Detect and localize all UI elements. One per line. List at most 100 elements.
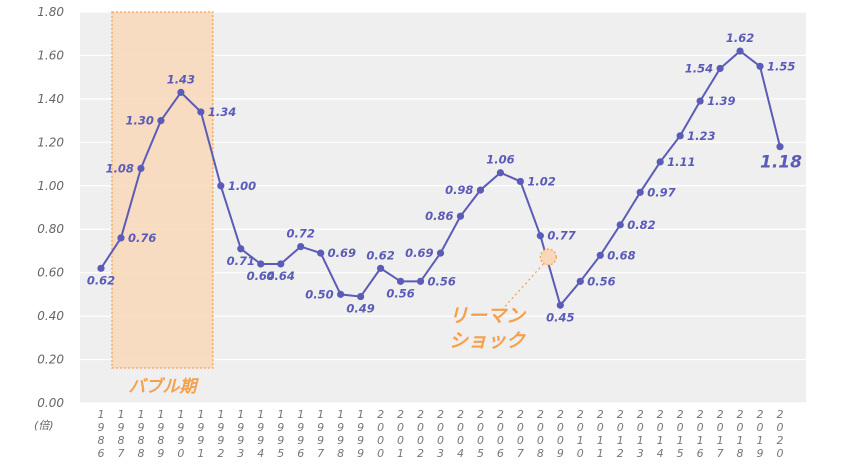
data-label: 0.77 xyxy=(547,229,575,243)
data-point xyxy=(616,221,624,229)
data-label: 0.98 xyxy=(445,183,473,197)
data-label: 0.86 xyxy=(425,209,453,223)
data-point xyxy=(436,249,445,257)
data-label: 1.06 xyxy=(486,153,514,167)
data-label: 0.56 xyxy=(386,286,414,300)
y-axis-ticks: 0.00 0.20 0.40 0.60 0.80 1.00 1.20 1.40 1.60 1.80 xyxy=(37,5,64,410)
data-label: 1.43 xyxy=(167,72,195,86)
data-label: 1.54 xyxy=(685,61,713,75)
data-point xyxy=(496,169,505,177)
data-label: 0.97 xyxy=(647,185,675,199)
data-labels: 0.620.761.081.301.431.341.000.710.640.64… xyxy=(87,31,802,324)
data-point xyxy=(456,212,465,220)
data-label: 1.08 xyxy=(106,161,134,175)
data-label: 0.69 xyxy=(405,246,433,260)
data-point xyxy=(416,277,425,285)
data-label: 0.64 xyxy=(267,269,295,283)
data-label: 0.56 xyxy=(587,274,615,288)
lehman-label-line: リーマン xyxy=(449,305,527,327)
data-label: 0.62 xyxy=(87,273,115,287)
bubble-band-rect xyxy=(111,11,214,369)
data-label: 1.00 xyxy=(228,179,256,193)
data-point xyxy=(736,47,744,55)
data-point xyxy=(476,186,485,194)
data-point xyxy=(556,301,564,309)
data-point xyxy=(636,188,644,196)
y-tick-label: 0.60 xyxy=(37,266,64,280)
data-label: 1.55 xyxy=(767,59,795,73)
data-point xyxy=(177,88,185,96)
data-label: 0.76 xyxy=(128,231,156,245)
data-label: 0.72 xyxy=(287,227,315,241)
data-label: 1.62 xyxy=(726,31,754,45)
data-point xyxy=(297,243,305,251)
y-tick-label: 0.00 xyxy=(37,396,64,410)
lehman-marker xyxy=(539,248,557,266)
data-point xyxy=(277,260,285,268)
data-label: 1.11 xyxy=(667,155,695,169)
data-label: 0.82 xyxy=(627,218,655,232)
y-unit-label: (倍) xyxy=(34,419,54,432)
data-label: 1.39 xyxy=(707,94,735,108)
data-point xyxy=(756,62,764,70)
bubble-label: バブル期 xyxy=(128,377,199,397)
data-label: 0.49 xyxy=(346,302,374,316)
y-tick-label: 1.40 xyxy=(37,92,64,106)
data-point xyxy=(376,264,385,272)
data-point xyxy=(536,232,544,240)
y-tick-label: 1.00 xyxy=(37,179,64,193)
y-tick-label: 0.80 xyxy=(37,222,64,236)
y-tick-label: 1.60 xyxy=(37,48,64,62)
data-point xyxy=(197,108,205,116)
data-label: 0.71 xyxy=(227,254,255,268)
data-point xyxy=(696,97,704,105)
lehman-leader-line xyxy=(499,263,544,313)
data-point xyxy=(656,158,664,166)
data-label: 1.18 xyxy=(760,153,802,173)
data-label: 0.45 xyxy=(546,310,574,324)
y-tick-label: 1.20 xyxy=(37,135,64,149)
data-point xyxy=(97,264,105,272)
data-points xyxy=(97,47,784,309)
data-label: 0.56 xyxy=(428,274,456,288)
